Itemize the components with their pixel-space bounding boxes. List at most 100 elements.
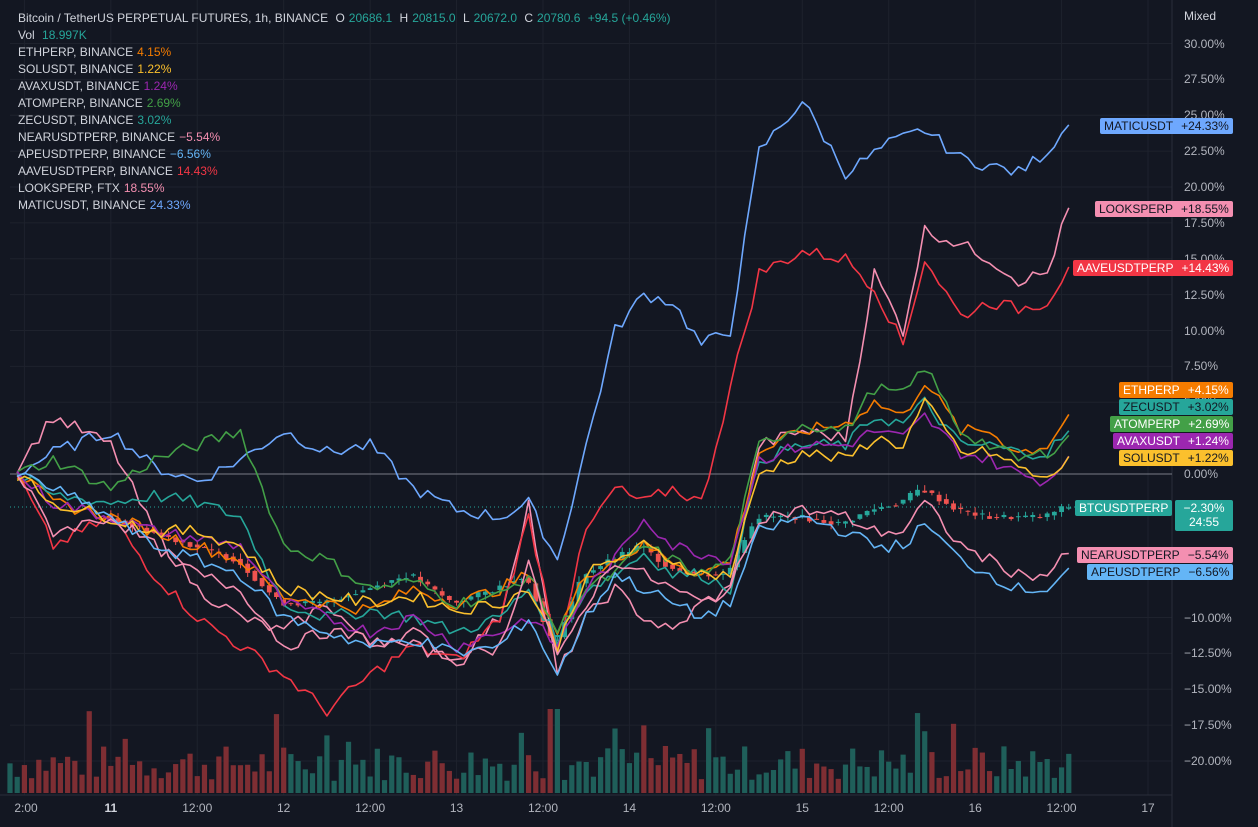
volume-bar <box>201 764 208 793</box>
price-tag-ethperp: ETHPERP +4.15% <box>1119 382 1233 398</box>
volume-bar <box>345 741 352 793</box>
price-tag-name: MATICUSDT <box>1100 118 1178 134</box>
volume-bar <box>504 780 510 793</box>
volume-bar <box>36 759 42 793</box>
candle-body <box>605 559 611 566</box>
volume-bar <box>360 759 366 793</box>
volume-bar <box>720 756 726 793</box>
volume-bar <box>29 778 35 793</box>
volume-bar <box>684 762 690 793</box>
volume-bar <box>806 777 813 793</box>
candle-body <box>346 596 351 598</box>
candle-body <box>554 635 560 638</box>
volume-bar <box>670 757 676 793</box>
candle-body <box>929 490 935 493</box>
candle-body <box>266 585 272 593</box>
y-tick-label: 30.00% <box>1184 36 1225 51</box>
volume-bar <box>540 778 546 793</box>
compare-legend-name: ZECUSDT, BINANCE <box>18 113 134 127</box>
x-tick-label: 12:00 <box>1046 801 1077 815</box>
compare-legend-item[interactable]: LOOKSPERP, FTX 18.55% <box>18 180 675 197</box>
compare-legend-item[interactable]: MATICUSDT, BINANCE 24.33% <box>18 197 675 214</box>
compare-legend-name: APEUSDTPERP, BINANCE <box>18 147 166 161</box>
price-tag-nearusdtperp: NEARUSDTPERP −5.54% <box>1077 547 1233 563</box>
price-tag-atomperp: ATOMPERP +2.69% <box>1110 416 1234 432</box>
volume-bar <box>295 761 301 793</box>
volume-bar <box>677 753 683 793</box>
compare-legend-item[interactable]: AAVEUSDTPERP, BINANCE 14.43% <box>18 163 675 180</box>
candle-body <box>338 599 344 601</box>
btc-tag-name: BTCUSDTPERP <box>1075 500 1173 516</box>
volume-bar <box>958 771 964 793</box>
volume-bar <box>461 772 467 793</box>
y-tick-label: 0.00% <box>1184 467 1219 481</box>
candle-body <box>713 574 719 576</box>
candle-body <box>828 521 834 525</box>
candle-body <box>619 551 625 559</box>
price-tag-name: ETHPERP <box>1119 382 1184 398</box>
volume-bar <box>389 755 395 793</box>
candle-body <box>432 586 438 590</box>
ohlc-low: 20672.0 <box>473 11 518 25</box>
candle-body <box>756 518 762 525</box>
volume-bar <box>374 748 380 793</box>
candle-body <box>1059 506 1064 513</box>
volume-bar <box>626 763 633 793</box>
compare-legend-item[interactable]: ETHPERP, BINANCE 4.15% <box>18 44 675 61</box>
candle-body <box>374 585 380 588</box>
x-tick-label: 12:00 <box>527 801 558 815</box>
candle-body <box>907 492 913 501</box>
volume-bar <box>756 774 762 793</box>
candle-body <box>1066 507 1072 509</box>
volume-bar <box>432 750 438 793</box>
volume-bar <box>396 757 402 793</box>
candle-body <box>281 599 287 606</box>
candle-body <box>194 544 200 548</box>
price-tag-zecusdt: ZECUSDT +3.02% <box>1119 399 1233 415</box>
candle-body <box>843 521 848 524</box>
compare-legend-name: NEARUSDTPERP, BINANCE <box>18 130 176 144</box>
compare-legend-item[interactable]: APEUSDTPERP, BINANCE −6.56% <box>18 146 675 163</box>
price-tag-name: ZECUSDT <box>1119 399 1184 415</box>
candle-body <box>497 585 503 590</box>
series-line-looksperp <box>16 207 1070 675</box>
volume-bar <box>914 713 921 793</box>
candle-body <box>418 576 423 583</box>
candle-body <box>886 506 892 508</box>
x-tick-label: 17 <box>1141 801 1155 815</box>
candle-body <box>504 586 510 588</box>
symbol-title[interactable]: Bitcoin / TetherUS PERPETUAL FUTURES, 1h… <box>18 11 329 25</box>
volume-bar <box>727 773 733 793</box>
candle-body <box>871 509 877 512</box>
candle-body <box>288 603 294 605</box>
volume-bar <box>137 761 143 793</box>
volume-bar <box>893 768 899 793</box>
volume-row[interactable]: Vol 18.997K <box>18 27 675 44</box>
volume-bar <box>353 764 359 793</box>
candle-body <box>742 540 748 553</box>
x-tick-label: 16 <box>968 801 982 815</box>
volume-bar <box>439 763 445 793</box>
series-line-maticusdt <box>17 101 1070 561</box>
candle-body <box>446 595 452 601</box>
volume-bar <box>878 750 885 793</box>
price-tag-maticusdt: MATICUSDT +24.33% <box>1100 118 1233 134</box>
volume-bar <box>281 747 287 793</box>
compare-legend-item[interactable]: ZECUSDT, BINANCE 3.02% <box>18 112 675 129</box>
compare-legend-item[interactable]: SOLUSDT, BINANCE 1.22% <box>18 61 675 78</box>
volume-bar <box>900 754 906 793</box>
compare-legend-item[interactable]: NEARUSDTPERP, BINANCE −5.54% <box>18 129 675 146</box>
volume-bar <box>821 766 827 793</box>
price-tag-name: APEUSDTPERP <box>1087 564 1185 580</box>
series-line-nearusdtperp <box>16 474 1069 667</box>
scale-mode-label[interactable]: Mixed <box>1184 9 1217 23</box>
x-tick-label: 12:00 <box>873 801 904 815</box>
volume-bar <box>698 779 705 793</box>
price-tag-value: +1.24% <box>1183 433 1233 449</box>
compare-legend-item[interactable]: ATOMPERP, BINANCE 2.69% <box>18 95 675 112</box>
compare-legend-item[interactable]: AVAXUSDT, BINANCE 1.24% <box>18 78 675 95</box>
ohlc-row: Bitcoin / TetherUS PERPETUAL FUTURES, 1h… <box>18 10 675 27</box>
volume-bar <box>338 759 344 793</box>
volume-bar <box>1051 777 1057 793</box>
